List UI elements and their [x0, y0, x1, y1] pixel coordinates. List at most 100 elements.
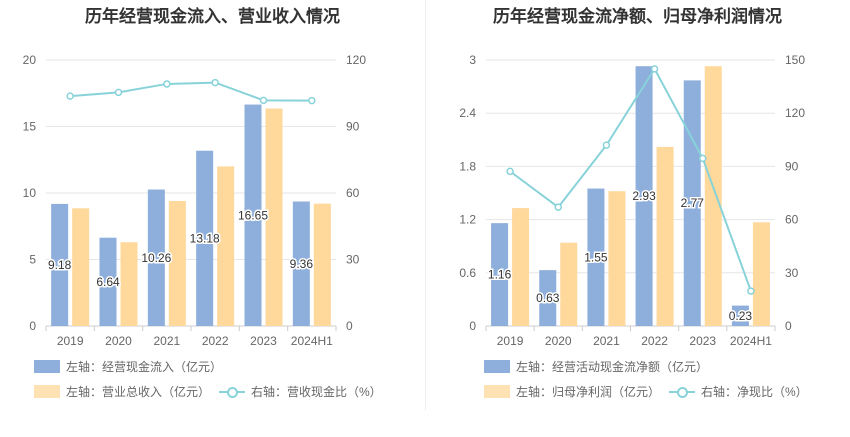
bar-series-1 — [560, 242, 578, 326]
x-tick-label: 2021 — [593, 334, 620, 345]
bar-series-1 — [265, 108, 283, 326]
line-point — [747, 287, 755, 295]
bar-series-1 — [656, 146, 674, 326]
x-tick-label: 2019 — [497, 334, 524, 345]
bar-series-1 — [120, 242, 138, 326]
bar-series-1 — [72, 208, 90, 326]
bar-series-0 — [292, 201, 310, 326]
x-tick-label: 2021 — [153, 334, 180, 345]
bar-series-1 — [608, 191, 626, 326]
bar-series-0 — [99, 237, 117, 326]
x-tick-label: 2023 — [250, 334, 277, 345]
x-tick-label: 2019 — [57, 334, 84, 345]
line-point — [211, 78, 219, 87]
y-right-tick-label: 60 — [346, 186, 360, 200]
y-right-tick-label: 90 — [785, 159, 799, 173]
bar-series-1 — [704, 66, 722, 326]
legend-label: 左轴：经营现金流入（亿元） — [66, 360, 223, 374]
legend-item-series-0[interactable]: 左轴：经营现金流入（亿元） — [34, 358, 222, 375]
y-left-tick-label: 1.2 — [459, 213, 476, 227]
line-point — [699, 154, 707, 163]
line-point — [650, 65, 659, 73]
y-left-tick-label: 5 — [29, 253, 36, 267]
x-tick-label: 2023 — [689, 334, 716, 345]
legend-item-series-1[interactable]: 左轴：归母净利润（亿元） — [484, 383, 660, 400]
legend-line-swatch — [669, 385, 695, 398]
legend-label: 右轴：净现比（%） — [701, 385, 808, 399]
bar-series-0 — [196, 150, 214, 326]
y-left-tick-label: 2.4 — [459, 106, 476, 120]
y-right-tick-label: 120 — [785, 106, 805, 120]
y-right-tick-label: 90 — [346, 120, 360, 134]
legend-label: 左轴：营业总收入（亿元） — [66, 385, 211, 399]
legend-item-series-2[interactable]: 右轴：营收现金比（%） — [219, 383, 382, 400]
legend-item-series-1[interactable]: 左轴：营业总收入（亿元） — [34, 383, 210, 400]
x-tick-label: 2022 — [202, 334, 229, 345]
bar-series-1 — [512, 208, 530, 326]
bar-series-0 — [539, 270, 557, 326]
bar-series-0 — [244, 104, 262, 327]
line-point — [259, 96, 268, 105]
bar-series-0 — [51, 203, 69, 326]
legend-label: 左轴：归母净利润（亿元） — [516, 385, 661, 399]
bar-data-label: 0.23 — [729, 309, 753, 323]
bar-series-0 — [635, 66, 653, 326]
bar-data-label: 9.18 — [48, 258, 72, 272]
y-left-tick-label: 0.6 — [459, 266, 476, 280]
bar-data-label: 6.64 — [96, 275, 120, 289]
line-point — [163, 80, 171, 88]
y-right-tick-label: 0 — [785, 319, 792, 333]
legend-line-swatch — [219, 385, 245, 398]
y-left-tick-label: 0 — [29, 319, 36, 333]
legend-swatch — [484, 360, 510, 373]
chart-svg: 0 5 10 15 20 0 30 60 90 120 2019 2020 2021 2022 2023 20… — [23, 53, 367, 345]
legend-label: 左轴：经营活动现金流净额（亿元） — [516, 360, 709, 374]
y-right-tick-label: 60 — [785, 213, 799, 227]
y-right-tick-label: 30 — [785, 266, 799, 280]
bar-series-1 — [217, 166, 235, 326]
y-left-tick-label: 20 — [23, 53, 37, 67]
bar-data-label: 16.65 — [238, 208, 268, 222]
line-series-2 — [509, 66, 752, 292]
y-right-tick-label: 0 — [346, 319, 353, 333]
bar-data-label: 2.77 — [681, 196, 705, 210]
legend-item-series-2[interactable]: 右轴：净现比（%） — [669, 383, 808, 400]
line-series-2 — [70, 81, 312, 102]
line-point — [602, 141, 611, 149]
line-point — [114, 88, 123, 97]
bar-series-1 — [168, 200, 186, 326]
bar-series-0 — [587, 188, 605, 326]
chart-title: 历年经营现金流入、营业收入情况 — [85, 7, 340, 26]
line-point — [506, 167, 514, 176]
x-tick-label: 2024H1 — [730, 334, 772, 345]
bar-series-0 — [147, 189, 165, 326]
y-right-tick-label: 150 — [785, 53, 805, 67]
bar-series-0 — [491, 223, 509, 326]
line-point — [308, 96, 316, 105]
y-left-tick-label: 1.8 — [459, 159, 476, 173]
panel-divider — [425, 0, 426, 410]
y-left-tick-label: 0 — [469, 319, 476, 333]
bar-data-label: 13.18 — [190, 231, 220, 245]
legend-swatch — [34, 385, 60, 398]
legend-swatch — [34, 360, 60, 373]
x-tick-label: 2020 — [105, 334, 132, 345]
bar-series-1 — [752, 222, 770, 326]
legend-item-series-0[interactable]: 左轴：经营活动现金流净额（亿元） — [484, 358, 708, 375]
bar-series-1 — [313, 203, 331, 326]
line-point — [554, 203, 562, 211]
x-tick-label: 2020 — [545, 334, 572, 345]
chart-panel-net-cashflow: 历年经营现金流净额、归母净利润情况 0 0.6 1.2 1.8 2.4 3 0 30 60 90 1… — [425, 0, 850, 437]
line-point — [66, 92, 74, 100]
x-tick-label: 2022 — [641, 334, 668, 345]
bar-series-0 — [731, 305, 749, 326]
bar-data-label: 0.63 — [536, 291, 560, 305]
y-right-tick-label: 120 — [346, 53, 366, 67]
y-right-tick-label: 30 — [346, 253, 360, 267]
bar-data-label: 1.55 — [584, 250, 608, 264]
legend-label: 右轴：营收现金比（%） — [251, 385, 382, 399]
chart-title: 历年经营现金流净额、归母净利润情况 — [493, 7, 782, 26]
legend-swatch — [484, 385, 510, 398]
x-tick-label: 2024H1 — [291, 334, 333, 345]
